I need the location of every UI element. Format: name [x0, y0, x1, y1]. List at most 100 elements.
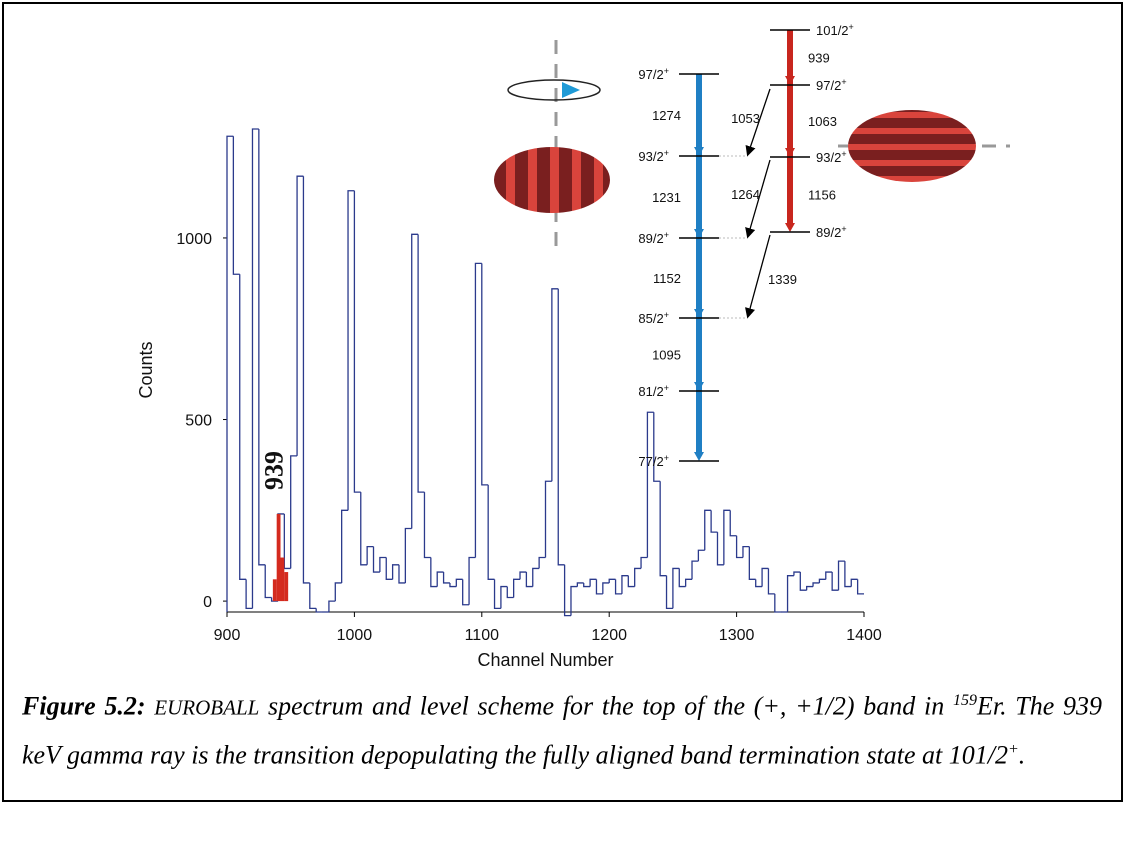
histogram-bin [837, 560, 845, 591]
histogram-bin [538, 556, 546, 569]
histogram-bin [462, 579, 470, 606]
histogram-bin [755, 579, 763, 588]
histogram-bin [264, 564, 272, 599]
histogram-bin [423, 492, 431, 559]
histogram-bin [659, 481, 667, 577]
histogram-bin [328, 600, 336, 612]
level-label: 77/2+ [638, 453, 669, 469]
histogram-bin [372, 546, 380, 573]
histogram-bin [608, 578, 616, 583]
level-label: 81/2+ [638, 383, 669, 399]
histogram-bin [793, 571, 801, 576]
histogram-bin [799, 572, 807, 591]
y-axis-label: Counts [136, 341, 156, 398]
histogram-bin [334, 582, 342, 602]
parity: + [664, 66, 669, 76]
histogram-bin [761, 567, 769, 587]
caption-text: . [1018, 740, 1026, 770]
histogram-bin [570, 585, 578, 616]
arrow-head [694, 382, 704, 391]
histogram-bin [774, 593, 782, 613]
histogram-bin [360, 492, 368, 566]
histogram-bin [704, 509, 712, 551]
highlight-bin [276, 513, 281, 602]
histogram-bin [640, 556, 648, 569]
histogram-bin [614, 579, 622, 595]
arrow-head [694, 452, 704, 461]
histogram-bin [302, 176, 310, 584]
histogram-bin [315, 608, 323, 613]
highlight-bin [284, 572, 289, 602]
parity: + [664, 310, 669, 320]
histogram-bin [347, 190, 355, 511]
caption-text: spectrum and level scheme for the top of… [259, 691, 953, 721]
x-tick-label: 1400 [846, 627, 882, 644]
histogram-bin [417, 234, 425, 493]
histogram-bin [500, 585, 508, 609]
histogram-bin [226, 135, 234, 612]
histogram-bin [525, 572, 533, 588]
histogram-bin [239, 274, 247, 580]
histogram-bin [245, 579, 253, 610]
transition-energy: 1095 [652, 348, 681, 363]
histogram-bin [474, 262, 482, 558]
histogram-bin [818, 578, 826, 583]
x-tick-label: 1100 [465, 627, 500, 644]
histogram-bin [831, 572, 839, 591]
histogram-bin [627, 575, 635, 588]
histogram-bin [513, 578, 521, 598]
histogram-bin [691, 560, 699, 580]
caption-text: Er. The 939 keV gamma ray is the transit… [22, 691, 1103, 770]
arrow-head [785, 223, 795, 232]
histogram-bin [646, 411, 654, 558]
histogram-bin [856, 579, 864, 595]
histogram-bin [251, 128, 259, 609]
caption-sup: 159 [952, 692, 977, 709]
arrow-head [694, 229, 704, 238]
figure-caption: Figure 5.2: EUROBALL spectrum and level … [22, 680, 1102, 775]
histogram-bin [487, 484, 495, 580]
histogram-bin [729, 510, 737, 537]
histogram-bin [481, 263, 489, 486]
histogram-bin [748, 546, 756, 580]
level-label: 85/2+ [638, 310, 669, 326]
histogram-bin [742, 545, 750, 558]
histogram-bin [493, 579, 501, 610]
arrow-head [694, 309, 704, 318]
histogram-bin [634, 567, 642, 587]
rotation-ring [507, 79, 601, 101]
histogram-bin [710, 510, 718, 533]
figure: 900 1000 1100 1200 1300 1400 0 500 1000 Channel N… [136, 22, 1010, 670]
x-axis-label: Channel Number [477, 650, 613, 670]
crossover-arrow [745, 88, 771, 157]
highlight-bin [280, 557, 285, 602]
histogram-bin [506, 586, 514, 599]
histogram-bin [672, 567, 680, 609]
x-tick-label: 1200 [591, 627, 627, 644]
histogram-bin [283, 513, 291, 570]
histogram-bin [551, 288, 559, 482]
histogram-bin [430, 557, 438, 588]
histogram-bin [697, 549, 705, 562]
histogram-bin [391, 564, 399, 580]
histogram-bin [653, 412, 661, 482]
level-label: 101/2+ [816, 22, 854, 38]
histogram-bin [806, 585, 814, 591]
histogram-bin [455, 578, 463, 587]
histogram-bin [290, 455, 298, 569]
histogram-bin [232, 136, 240, 275]
histogram-bin [468, 556, 476, 605]
histogram-bin [379, 556, 387, 573]
transition-energy: 939 [808, 51, 830, 66]
x-tick-label: 1000 [337, 627, 373, 644]
histogram-bin [812, 582, 820, 587]
histogram-bin [442, 572, 450, 584]
parity: + [664, 383, 669, 393]
histogram-bin [411, 233, 419, 529]
x-tick-label: 1300 [719, 627, 755, 644]
highlight-bin [272, 579, 277, 602]
histogram-bin [665, 575, 673, 610]
histogram-bin [621, 575, 629, 594]
parity: + [664, 148, 669, 158]
arrow-head [785, 148, 795, 157]
